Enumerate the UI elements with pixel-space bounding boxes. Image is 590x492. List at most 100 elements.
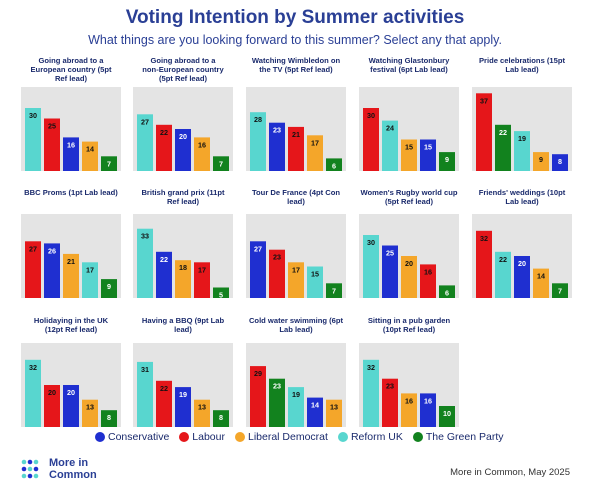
panel-title-line: Lab lead) xyxy=(279,325,313,334)
bar-value-label: 29 xyxy=(254,369,262,378)
panel-title-line: Pride celebrations (15pt xyxy=(479,56,566,65)
brand-name: More in Common xyxy=(49,457,109,481)
bar xyxy=(269,122,285,171)
bar xyxy=(194,262,210,298)
bar-value-label: 32 xyxy=(367,363,375,372)
panel-title: BBC Proms (1pt Lab lead) xyxy=(24,188,118,197)
bar-value-label: 20 xyxy=(405,259,413,268)
bar-value-label: 7 xyxy=(332,286,336,295)
bar-value-label: 22 xyxy=(499,128,507,137)
panel-title-line: Watching Wimbledon on xyxy=(252,56,341,65)
legend-swatch xyxy=(95,432,105,442)
panel-title-line: British grand prix (11pt xyxy=(141,188,225,197)
legend-item: Labour xyxy=(179,431,225,443)
bar-value-label: 16 xyxy=(424,267,432,276)
panel-title-line: Lab lead) xyxy=(505,197,539,206)
bar xyxy=(213,287,229,298)
chart-panel: Having a BBQ (9pt Lab lead) 31 22 19 13 8 xyxy=(133,316,233,427)
bar-value-label: 33 xyxy=(141,232,149,241)
panel-title: Holidaying in the UK (12pt Ref lead) xyxy=(34,316,109,334)
bar xyxy=(288,262,304,298)
bar-value-label: 20 xyxy=(518,259,526,268)
bar xyxy=(82,141,98,171)
chart-panel: Holidaying in the UK (12pt Ref lead) 32 20 2… xyxy=(21,316,121,427)
bar-value-label: 27 xyxy=(141,117,149,126)
bar xyxy=(156,124,172,171)
chart-panel: Tour De France (4pt Con lead) 27 23 17 15 7 xyxy=(246,188,346,298)
bar xyxy=(269,249,285,298)
bar-value-label: 32 xyxy=(480,234,488,243)
bar xyxy=(514,131,530,171)
bar-value-label: 9 xyxy=(539,155,543,164)
bar xyxy=(82,399,98,427)
panel-title: Tour De France (4pt Con lead) xyxy=(252,188,340,206)
chart-panel: BBC Proms (1pt Lab lead) 27 26 21 17 9 xyxy=(21,188,121,298)
bar xyxy=(44,118,60,171)
bar-value-label: 27 xyxy=(254,244,262,253)
bar-value-label: 16 xyxy=(405,396,413,405)
panel-title-line: (5pt Ref lead) xyxy=(385,197,434,206)
legend-swatch xyxy=(412,432,423,442)
chart-panel: Pride celebrations (15pt Lab lead) 37 22 19 9… xyxy=(472,56,572,171)
bar xyxy=(82,262,98,298)
bar xyxy=(552,154,568,171)
panel-title-line: European country (5pt xyxy=(30,65,111,74)
bar-value-label: 9 xyxy=(445,155,449,164)
bar-value-label: 30 xyxy=(29,111,37,120)
brand-name-line1: More in xyxy=(49,457,89,469)
panel-title: Sitting in a pub garden (10pt Ref lead) xyxy=(368,316,451,334)
bar xyxy=(25,241,41,298)
bar-value-label: 37 xyxy=(480,96,488,105)
bar xyxy=(175,129,191,171)
panel-title-line: Going abroad to a xyxy=(151,56,217,65)
panel-title-line: Ref lead) xyxy=(167,197,200,206)
bar xyxy=(476,93,492,171)
bar-value-label: 23 xyxy=(273,253,281,262)
bar-value-label: 20 xyxy=(179,132,187,141)
bar-value-label: 15 xyxy=(311,270,319,279)
bar xyxy=(533,152,549,171)
bar xyxy=(552,283,568,298)
brand-name-line2: Common xyxy=(49,469,97,481)
bar-value-label: 28 xyxy=(254,115,262,124)
panel-title: Watching Wimbledon on the TV (5pt Ref lea… xyxy=(252,56,341,74)
bar xyxy=(25,108,41,171)
chart-panel: Going abroad to a non-European country (5p… xyxy=(133,56,233,171)
bar xyxy=(420,139,436,171)
bar xyxy=(307,266,323,298)
bar xyxy=(250,366,266,427)
bar xyxy=(439,406,455,427)
panel-title-line: (12pt Ref lead) xyxy=(45,325,98,334)
bar xyxy=(439,285,455,298)
chart-panel: Friends' weddings (10pt Lab lead) 32 22 20 14… xyxy=(472,188,572,298)
bar-value-label: 8 xyxy=(219,413,223,422)
bar xyxy=(250,112,266,171)
bar xyxy=(382,378,398,427)
bar-value-label: 8 xyxy=(107,413,111,422)
chart-panel: Watching Glastonbury festival (6pt Lab le… xyxy=(359,56,459,171)
panel-title-line: non-European country xyxy=(142,65,224,74)
bar-value-label: 8 xyxy=(558,157,562,166)
panel-title-line: Watching Glastonbury xyxy=(369,56,450,65)
bar xyxy=(156,251,172,298)
bar xyxy=(44,385,60,427)
bar-value-label: 17 xyxy=(198,265,206,274)
panel-title-line: lead) xyxy=(174,325,192,334)
bar xyxy=(476,230,492,298)
bar-value-label: 16 xyxy=(198,140,206,149)
bar-value-label: 15 xyxy=(405,143,413,152)
bar xyxy=(382,120,398,171)
bar-value-label: 17 xyxy=(292,265,300,274)
brand-logo: More in Common xyxy=(18,457,109,481)
bar-value-label: 19 xyxy=(518,134,526,143)
panel-title-line: the TV (5pt Ref lead) xyxy=(259,65,333,74)
bar xyxy=(137,228,153,298)
bar xyxy=(401,139,417,171)
panel-title-line: Lab lead) xyxy=(505,65,539,74)
bar-value-label: 23 xyxy=(386,382,394,391)
panel-title-line: Women's Rugby world cup xyxy=(360,188,457,197)
legend-label: Conservative xyxy=(108,431,170,443)
legend-label: Reform UK xyxy=(350,431,403,443)
bar-value-label: 26 xyxy=(48,246,56,255)
bar-value-label: 22 xyxy=(499,255,507,264)
